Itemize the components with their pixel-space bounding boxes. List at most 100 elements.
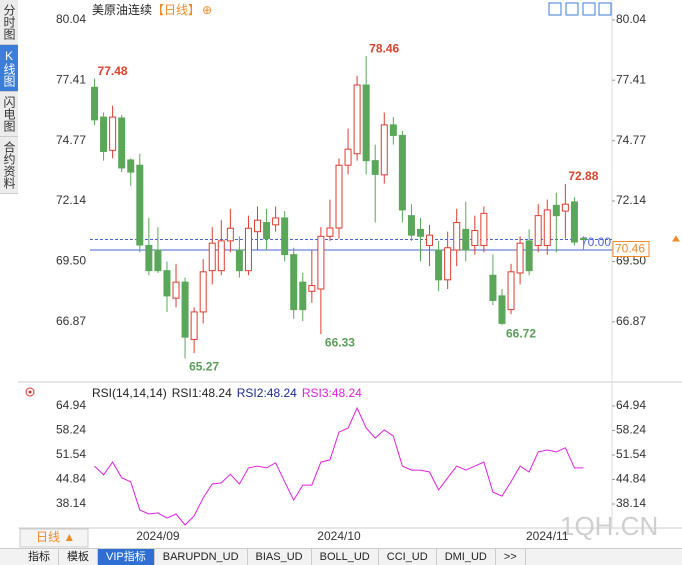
candle-body xyxy=(199,271,207,313)
candle-body xyxy=(226,227,234,242)
candle-body xyxy=(570,201,578,243)
bottom-tab[interactable]: BOLL_UD xyxy=(312,549,379,565)
candle-body xyxy=(281,217,289,256)
bottom-tab[interactable]: BIAS_UD xyxy=(248,549,312,565)
candle-body xyxy=(389,124,397,136)
candle-body xyxy=(272,217,280,226)
high-label: 72.88 xyxy=(568,169,598,183)
y-tick-label: 58.24 xyxy=(616,423,646,437)
y-tick-label: 69.50 xyxy=(56,254,86,268)
icon[interactable] xyxy=(25,387,35,397)
candle-body xyxy=(335,164,343,229)
candle-body xyxy=(127,159,135,173)
candle-body xyxy=(344,148,352,166)
candle-body xyxy=(109,116,117,151)
candle-body xyxy=(154,249,162,272)
sidebar: 分时图 K线图 闪电图 合约资料 xyxy=(0,0,18,194)
candle-body xyxy=(317,235,325,290)
candle-body xyxy=(91,86,99,121)
y-tick-label: 80.04 xyxy=(616,12,646,26)
candle-body xyxy=(407,215,415,236)
y-tick-label: 44.84 xyxy=(616,472,646,486)
sidebar-tab[interactable]: K线图 xyxy=(0,45,18,92)
candle-body xyxy=(380,124,388,176)
candle-body xyxy=(208,242,216,272)
candle-body xyxy=(326,227,334,237)
candle-body xyxy=(172,281,180,299)
y-tick-label: 66.87 xyxy=(56,314,86,328)
candle-body xyxy=(181,281,189,338)
low-label: 66.72 xyxy=(506,326,536,340)
candle-body xyxy=(371,160,379,175)
bottom-tabs: 指标 模板 VIP指标 BARUPDN_UD BIAS_UD BOLL_UD CCI_UD D… xyxy=(0,548,682,565)
icon[interactable] xyxy=(598,2,612,16)
chart-title: 美原油连续 xyxy=(92,2,152,17)
candle-body xyxy=(308,285,316,292)
y-tick-label: 69.50 xyxy=(616,254,646,268)
y-tick-label: 51.54 xyxy=(616,447,646,461)
candle-body xyxy=(561,203,569,212)
sidebar-tab[interactable]: 闪电图 xyxy=(0,92,18,137)
candle-body xyxy=(453,222,461,251)
y-tick-label: 64.94 xyxy=(616,398,646,412)
legend-entry: RSI(14,14,14) xyxy=(92,386,167,400)
y-tick-label: 74.77 xyxy=(616,133,646,147)
bottom-tab[interactable]: 模板 xyxy=(59,549,98,565)
candle-body xyxy=(480,212,488,246)
sidebar-tab[interactable]: 合约资料 xyxy=(0,137,18,194)
candle-body xyxy=(435,249,443,281)
period-box[interactable] xyxy=(19,528,89,548)
y-tick-label: 77.41 xyxy=(56,72,86,86)
last-price-label: 70.46 xyxy=(615,242,645,256)
candle-body xyxy=(489,274,497,301)
chart-period: 【日线】 xyxy=(152,3,200,17)
candle-body xyxy=(290,254,298,311)
y-tick-label: 72.14 xyxy=(616,193,646,207)
candle-body xyxy=(244,227,252,272)
candle-body xyxy=(100,116,108,152)
toolbar-icons xyxy=(548,2,612,16)
legend-entry: RSI1:48.24 xyxy=(172,386,232,400)
candle-body xyxy=(217,240,225,272)
candle-body xyxy=(552,204,560,217)
y-tick-label: 66.87 xyxy=(616,314,646,328)
candle-body xyxy=(579,238,587,241)
candle-body xyxy=(507,271,515,311)
candle-body xyxy=(163,270,171,297)
candle-body xyxy=(299,281,307,311)
candle-body xyxy=(516,242,524,274)
bottom-tab[interactable]: DMI_UD xyxy=(437,549,496,565)
icon[interactable] xyxy=(565,2,579,16)
y-tick-label: 38.14 xyxy=(616,496,646,510)
candle-body xyxy=(444,247,452,281)
y-tick-label: 64.94 xyxy=(56,398,86,412)
candle-body xyxy=(136,164,144,246)
candle-body xyxy=(543,209,551,246)
y-tick-label: 38.14 xyxy=(56,496,86,510)
high-label: 77.48 xyxy=(98,64,128,78)
bottom-tab[interactable]: >> xyxy=(496,549,526,565)
bottom-tab[interactable]: CCI_UD xyxy=(379,549,437,565)
candle-body xyxy=(145,244,153,272)
candle-body xyxy=(426,234,434,246)
sidebar-tab[interactable]: 分时图 xyxy=(0,0,18,45)
y-tick-label: 51.54 xyxy=(56,447,86,461)
candle-body xyxy=(235,249,243,272)
bottom-tab[interactable]: BARUPDN_UD xyxy=(155,549,248,565)
candle-body xyxy=(254,219,262,233)
icon[interactable] xyxy=(548,2,562,16)
y-tick-label: 77.41 xyxy=(616,72,646,86)
period-button[interactable]: 日线 ▲ xyxy=(36,530,75,544)
legend-entry: RSI2:48.24 xyxy=(237,386,297,400)
candle-body xyxy=(190,311,198,340)
legend-entry: RSI3:48.24 xyxy=(302,386,362,400)
high-label: 78.46 xyxy=(369,41,399,55)
icon xyxy=(28,390,32,394)
y-tick-label: 44.84 xyxy=(56,472,86,486)
bottom-tab[interactable]: VIP指标 xyxy=(98,549,155,565)
y-tick-label: 74.77 xyxy=(56,133,86,147)
icon[interactable] xyxy=(582,2,596,16)
rsi-line xyxy=(94,406,584,526)
bottom-tab[interactable]: 指标 xyxy=(20,549,59,565)
candle-body xyxy=(362,84,370,162)
